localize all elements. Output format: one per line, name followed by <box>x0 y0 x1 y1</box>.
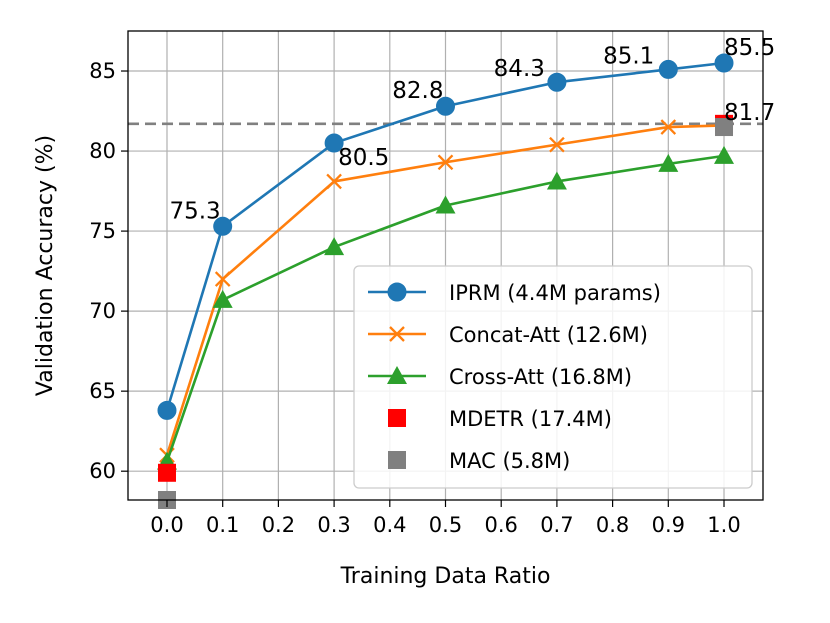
legend-marker <box>389 326 405 342</box>
legend-box <box>353 265 753 489</box>
x-tick-label: 0.3 <box>317 513 350 537</box>
data-point <box>435 195 456 214</box>
x-tick-label: 0.2 <box>262 513 295 537</box>
data-point <box>324 133 344 153</box>
data-point <box>714 53 734 73</box>
y-tick-label: 65 <box>89 379 116 403</box>
value-annotation: 85.5 <box>724 35 775 61</box>
axis-ticks: 0.0 0.1 0.2 0.3 0.4 0.5 0.6 0.7 0.8 0.9 1.0 60 65 70 7… <box>89 59 740 537</box>
legend-item: MDETR (17.4M) <box>388 407 612 431</box>
y-tick-label: 75 <box>89 219 116 243</box>
x-tick-label: 0.9 <box>652 513 685 537</box>
data-point <box>546 171 567 190</box>
legend-label: IPRM (4.4M params) <box>449 281 661 305</box>
data-point <box>715 118 734 137</box>
data-point <box>214 271 231 287</box>
x-tick-label: 0.0 <box>150 513 183 537</box>
y-tick-label: 85 <box>89 59 116 83</box>
data-point <box>326 173 342 190</box>
legend-item: Cross-Att (16.8M) <box>368 365 632 389</box>
x-axis-title: Training Data Ratio <box>340 564 551 589</box>
legend-label: MAC (5.8M) <box>449 449 570 473</box>
value-annotation: 80.5 <box>338 145 389 171</box>
x-mark-stroke <box>660 119 677 135</box>
data-point <box>213 216 233 236</box>
y-tick-label: 80 <box>89 139 116 163</box>
data-point <box>660 119 677 135</box>
x-tick-label: 0.8 <box>596 513 629 537</box>
x-mark-stroke <box>437 154 454 171</box>
legend-item: IPRM (4.4M params) <box>368 281 661 305</box>
legend: IPRM (4.4M params) Concat-Att (12.6M) Cros… <box>353 265 753 489</box>
y-tick-label: 70 <box>89 299 116 323</box>
data-point <box>658 153 679 172</box>
legend-label: Concat-Att (12.6M) <box>449 323 648 347</box>
series-iprm <box>157 53 734 420</box>
data-point <box>547 72 567 92</box>
legend-marker <box>388 451 406 469</box>
legend-label: MDETR (17.4M) <box>449 407 612 431</box>
value-annotation: 75.3 <box>169 198 220 224</box>
annotation-layer: 75.3 80.5 82.8 84.3 85.1 85.5 81.7 <box>169 35 775 224</box>
legend-label: Cross-Att (16.8M) <box>449 365 632 389</box>
x-tick-label: 0.7 <box>540 513 573 537</box>
y-tick-label: 60 <box>89 459 116 483</box>
value-annotation: 82.8 <box>392 78 443 104</box>
x-tick-label: 0.4 <box>373 513 406 537</box>
x-mark-stroke <box>389 326 405 342</box>
data-point <box>324 237 345 256</box>
x-tick-label: 0.5 <box>429 513 462 537</box>
series-layer <box>156 53 735 509</box>
x-tick-label: 0.1 <box>206 513 239 537</box>
x-tick-label: 1.0 <box>707 513 740 537</box>
data-point <box>157 463 176 482</box>
x-mark-stroke <box>214 271 231 287</box>
legend-marker <box>387 366 407 384</box>
legend-item: MAC (5.8M) <box>388 449 570 473</box>
x-mark-stroke <box>549 136 565 153</box>
legend-item: Concat-Att (12.6M) <box>368 323 648 347</box>
data-point <box>658 59 678 79</box>
value-annotation: 85.1 <box>603 43 654 69</box>
legend-marker <box>387 282 407 302</box>
data-point <box>714 145 735 164</box>
value-annotation: 81.7 <box>724 100 775 126</box>
data-point <box>212 289 233 308</box>
x-mark-stroke <box>326 173 342 190</box>
legend-marker <box>388 409 406 427</box>
data-point <box>437 154 454 171</box>
data-point <box>157 400 177 420</box>
value-annotation: 84.3 <box>494 56 545 82</box>
y-axis-title: Validation Accuracy (%) <box>33 135 58 396</box>
x-tick-label: 0.6 <box>484 513 517 537</box>
data-point <box>436 96 455 116</box>
data-point <box>549 136 565 153</box>
